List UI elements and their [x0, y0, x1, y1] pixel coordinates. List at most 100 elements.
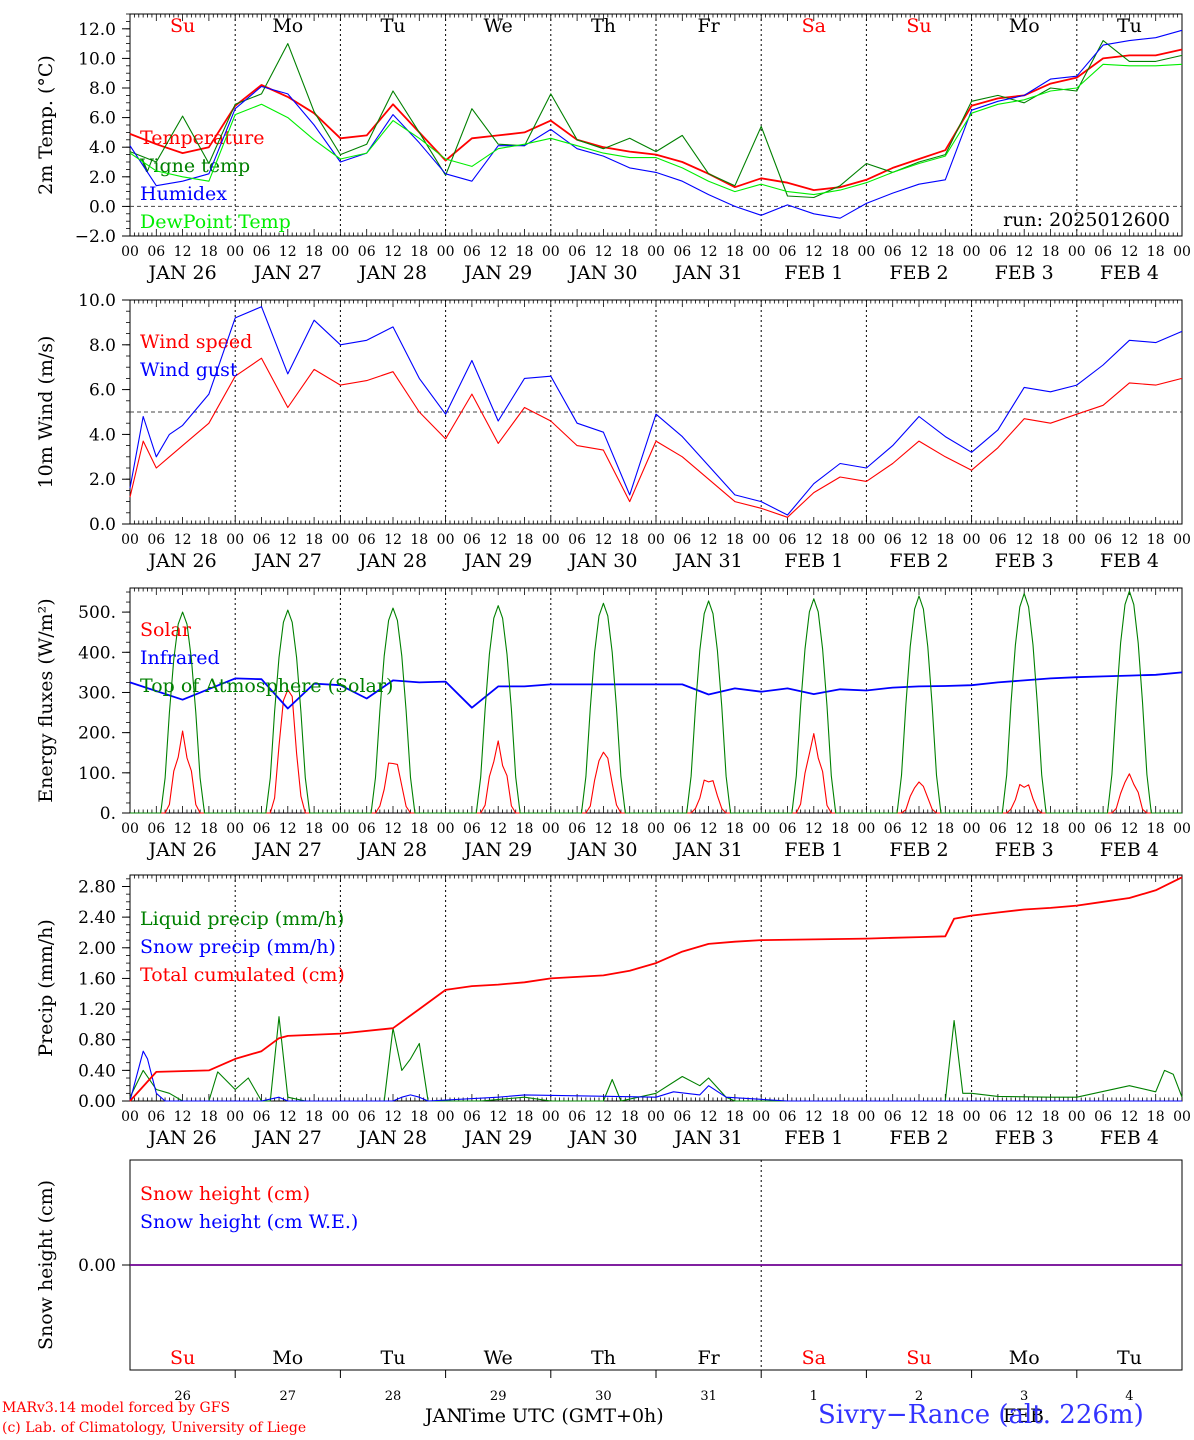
x-tick-label: 12 — [174, 1109, 192, 1125]
x-tick-label: 18 — [1147, 244, 1165, 260]
weekday-label: Sa — [802, 15, 826, 37]
day-number-label: 4 — [1125, 1389, 1133, 1404]
weekday-label: Mo — [272, 15, 303, 37]
y-axis-label: Snow height (cm) — [35, 1180, 57, 1350]
month-label-left: JAN — [425, 1405, 463, 1427]
x-tick-label: 18 — [936, 821, 954, 837]
x-day-label: JAN 31 — [673, 839, 743, 861]
y-tick-label: 0.00 — [78, 1092, 116, 1112]
x-tick-label: 06 — [1094, 821, 1112, 837]
x-tick-label: 00 — [1068, 532, 1086, 548]
x-day-label: FEB 2 — [889, 262, 948, 284]
x-tick-label: 18 — [1042, 244, 1060, 260]
legend-entry: Humidex — [140, 183, 227, 205]
legend-entry: DewPoint Temp — [140, 211, 291, 233]
x-tick-label: 12 — [700, 244, 718, 260]
x-tick-label: 00 — [437, 244, 455, 260]
weekday-label: Su — [906, 1347, 931, 1369]
y-tick-label: 8.0 — [89, 79, 116, 99]
legend-entry: Snow height (cm W.E.) — [140, 1211, 358, 1233]
series-line — [129, 1016, 1183, 1102]
x-tick-label: 00 — [647, 821, 665, 837]
x-tick-label: 12 — [384, 821, 402, 837]
x-tick-label: 18 — [516, 244, 534, 260]
x-tick-label: 12 — [489, 532, 507, 548]
x-tick-label: 18 — [831, 821, 849, 837]
x-day-label: JAN 27 — [252, 1127, 322, 1149]
series-line — [129, 357, 1183, 518]
x-tick-label: 00 — [857, 244, 875, 260]
x-tick-label: 18 — [1147, 532, 1165, 548]
weekday-label: Mo — [1009, 15, 1040, 37]
x-tick-label: 18 — [621, 821, 639, 837]
x-tick-label: 06 — [989, 244, 1007, 260]
day-number-label: 1 — [810, 1389, 818, 1404]
x-tick-label: 00 — [1173, 244, 1191, 260]
x-tick-label: 18 — [516, 1109, 534, 1125]
y-tick-label: 2.80 — [78, 877, 116, 897]
x-tick-label: 06 — [463, 244, 481, 260]
x-tick-label: 12 — [174, 821, 192, 837]
y-tick-label: 2.0 — [89, 470, 116, 490]
x-day-label: FEB 2 — [889, 1127, 948, 1149]
x-day-label: FEB 3 — [995, 839, 1054, 861]
x-day-label: FEB 3 — [995, 262, 1054, 284]
x-tick-label: 00 — [1173, 821, 1191, 837]
x-tick-label: 12 — [910, 244, 928, 260]
x-tick-label: 18 — [200, 532, 218, 548]
x-tick-label: 06 — [147, 1109, 165, 1125]
weekday-label: Tu — [1117, 15, 1142, 37]
x-tick-label: 18 — [1147, 1109, 1165, 1125]
x-tick-label: 06 — [673, 821, 691, 837]
x-tick-label: 18 — [305, 821, 323, 837]
x-day-label: JAN 27 — [252, 262, 322, 284]
legend-entry: Wind gust — [140, 359, 238, 381]
x-tick-label: 12 — [174, 244, 192, 260]
weekday-label: Tu — [381, 1347, 406, 1369]
x-day-label: JAN 30 — [567, 1127, 637, 1149]
day-number-label: 31 — [700, 1389, 717, 1404]
x-tick-label: 12 — [910, 1109, 928, 1125]
x-tick-label: 18 — [516, 821, 534, 837]
run-annotation: run: 2025012600 — [1003, 209, 1170, 231]
weekday-label: Mo — [272, 1347, 303, 1369]
x-tick-label: 06 — [463, 1109, 481, 1125]
legend-entry: Wind speed — [140, 331, 252, 353]
x-tick-label: 12 — [805, 821, 823, 837]
y-tick-label: 1.60 — [78, 969, 116, 989]
x-tick-label: 18 — [831, 244, 849, 260]
x-day-label: JAN 28 — [357, 1127, 427, 1149]
x-tick-label: 06 — [673, 244, 691, 260]
y-tick-label: 0.00 — [78, 1256, 116, 1276]
x-tick-label: 00 — [542, 244, 560, 260]
x-tick-label: 06 — [1094, 532, 1112, 548]
y-tick-label: 10.0 — [78, 49, 116, 69]
y-tick-label: 8.0 — [89, 336, 116, 356]
x-day-label: JAN 29 — [462, 839, 532, 861]
day-number-label: 3 — [1020, 1389, 1028, 1404]
x-tick-label: 12 — [805, 532, 823, 548]
legend-entry: Top of Atmosphere (Solar) — [140, 675, 393, 697]
x-tick-label: 00 — [121, 244, 139, 260]
x-tick-label: 00 — [647, 244, 665, 260]
x-tick-label: 12 — [384, 244, 402, 260]
x-tick-label: 06 — [989, 821, 1007, 837]
day-number-label: 29 — [490, 1389, 507, 1404]
x-tick-label: 18 — [831, 1109, 849, 1125]
x-tick-label: 18 — [305, 1109, 323, 1125]
x-tick-label: 00 — [121, 1109, 139, 1125]
x-tick-label: 06 — [253, 821, 271, 837]
x-tick-label: 12 — [700, 532, 718, 548]
x-tick-label: 18 — [1042, 532, 1060, 548]
x-tick-label: 00 — [752, 821, 770, 837]
series-line — [129, 306, 1183, 516]
x-tick-label: 00 — [857, 532, 875, 548]
x-tick-label: 00 — [226, 532, 244, 548]
x-tick-label: 18 — [1147, 821, 1165, 837]
legend-entry: Total cumulated (cm) — [140, 964, 345, 986]
x-tick-label: 00 — [437, 821, 455, 837]
weekday-label: Mo — [1009, 1347, 1040, 1369]
x-tick-label: 18 — [410, 821, 428, 837]
x-tick-label: 06 — [673, 532, 691, 548]
x-tick-label: 12 — [594, 821, 612, 837]
